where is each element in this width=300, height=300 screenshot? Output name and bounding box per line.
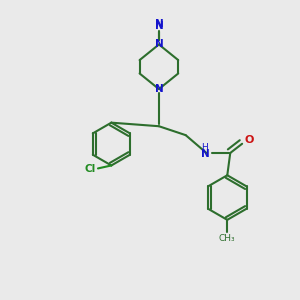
Text: H: H xyxy=(202,143,208,152)
Text: N: N xyxy=(154,84,163,94)
Text: N: N xyxy=(201,149,209,160)
Text: O: O xyxy=(245,135,254,145)
Text: N: N xyxy=(154,21,163,31)
Text: N: N xyxy=(154,19,163,29)
Text: CH₃: CH₃ xyxy=(219,234,236,243)
Text: N: N xyxy=(154,40,163,50)
Text: Cl: Cl xyxy=(84,164,96,174)
